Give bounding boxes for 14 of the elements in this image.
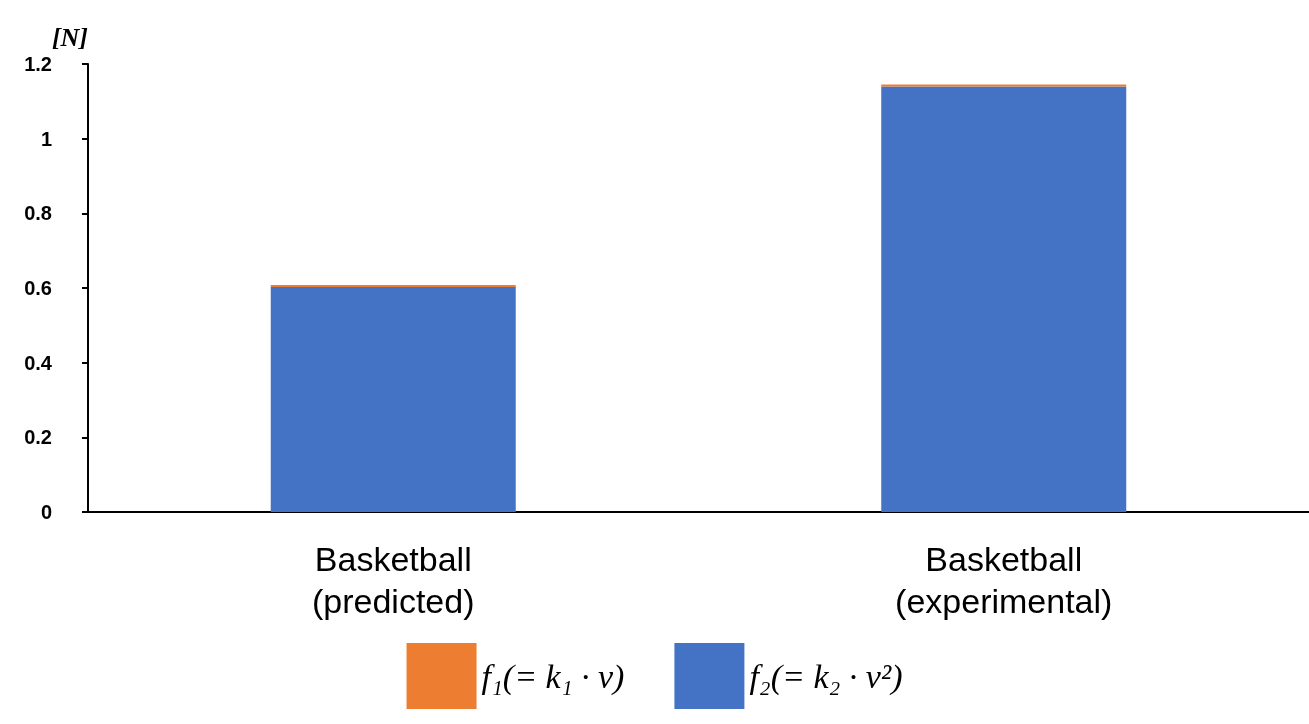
bar: [881, 86, 1127, 512]
x-tick-label: Basketball (experimental): [895, 540, 1113, 620]
bar: [270, 286, 516, 512]
y-tick-label: 1: [40, 127, 52, 150]
y-tick-label: 0.4: [24, 351, 53, 374]
y-axis-title: [N]: [51, 22, 88, 52]
y-tick-label: 0: [40, 501, 52, 523]
y-tick-label: 0.6: [24, 277, 52, 299]
x-tick-label: Basketball (predicted): [311, 540, 475, 620]
y-tick-label: 1.2: [24, 53, 52, 75]
legend-label: f₁(= k₁ · v): [481, 657, 625, 696]
y-tick-label: 0.2: [24, 426, 52, 449]
y-tick-label: 0.8: [24, 202, 52, 225]
legend-label: f₂(= k₂ · v²): [749, 657, 903, 696]
